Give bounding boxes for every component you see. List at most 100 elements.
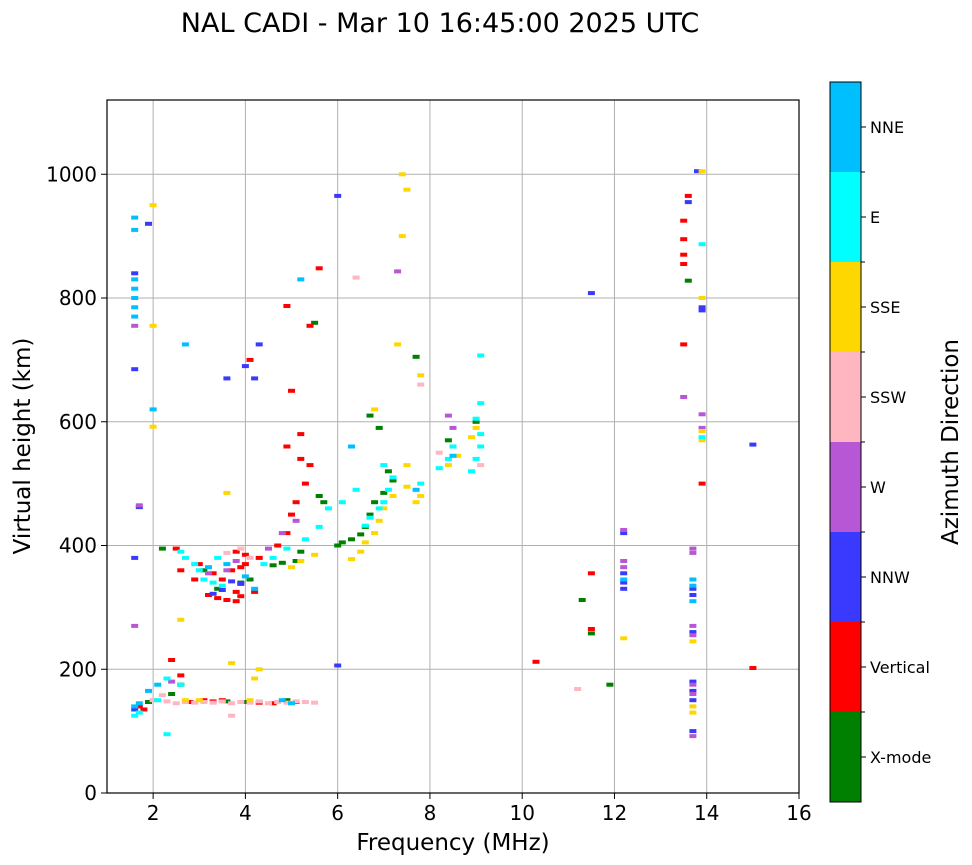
point-ssw — [255, 699, 263, 704]
point-vertical — [255, 555, 263, 560]
point-ssw — [158, 693, 166, 698]
point-e — [449, 444, 457, 449]
point-vertical — [168, 658, 176, 662]
point-sse — [698, 438, 706, 443]
point-sse — [149, 323, 157, 328]
point-e — [191, 562, 199, 567]
point-w — [698, 425, 706, 430]
point-nne — [131, 286, 139, 291]
point-x-mode — [684, 278, 692, 283]
point-sse — [698, 296, 706, 300]
point-vertical — [288, 512, 295, 517]
point-x-mode — [214, 586, 222, 591]
colorbar-label-ssw: SSW — [870, 388, 906, 407]
point-vertical — [283, 304, 291, 308]
point-x-mode — [278, 560, 286, 565]
point-x-mode — [292, 559, 300, 563]
point-x-mode — [223, 699, 231, 704]
point-nnw — [131, 555, 139, 560]
point-nnw — [698, 305, 706, 310]
point-e — [366, 515, 374, 520]
point-nne — [181, 342, 189, 347]
point-ssw — [218, 699, 226, 704]
point-sse — [698, 429, 706, 433]
point-nne — [131, 314, 139, 319]
point-ssw — [209, 700, 217, 705]
point-nnw — [698, 308, 706, 313]
point-vertical — [297, 456, 305, 461]
point-vertical — [237, 565, 245, 570]
point-e — [301, 537, 309, 542]
colorbar-label-vertical: Vertical — [870, 658, 930, 677]
colorbar-swatch-w — [830, 442, 861, 532]
point-sse — [417, 494, 425, 498]
point-e — [468, 469, 475, 474]
point-vertical — [292, 500, 300, 505]
point-e — [163, 676, 171, 681]
point-x-mode — [578, 598, 586, 602]
point-vertical — [232, 599, 240, 604]
point-sse — [311, 552, 319, 557]
point-e — [352, 487, 360, 492]
colorbar-label-w: W — [870, 478, 886, 497]
point-vertical — [680, 218, 688, 223]
point-nnw — [209, 591, 217, 596]
colorbar-label-x-mode: X-mode — [870, 748, 931, 767]
point-ssw — [301, 700, 309, 704]
point-vertical — [587, 571, 595, 576]
point-nne — [149, 407, 157, 412]
point-vertical — [186, 700, 194, 704]
point-w — [394, 269, 402, 274]
point-nnw — [587, 291, 595, 296]
point-sse — [181, 698, 189, 703]
point-nne — [131, 704, 139, 709]
point-e — [477, 444, 485, 449]
point-e — [195, 568, 203, 573]
point-vertical — [749, 666, 757, 670]
grid-lines — [107, 100, 799, 793]
y-tick-label: 1000 — [46, 162, 97, 186]
point-nnw — [131, 367, 139, 372]
point-sse — [620, 636, 628, 641]
point-vertical — [232, 589, 240, 594]
point-vertical — [241, 562, 249, 567]
point-sse — [195, 698, 203, 703]
x-tick-label: 2 — [147, 801, 160, 825]
point-sse — [403, 187, 411, 192]
point-nnw — [689, 679, 697, 684]
point-nne — [251, 586, 259, 591]
colorbar-swatch-e — [830, 172, 861, 262]
point-nnw — [237, 581, 245, 586]
point-sse — [371, 407, 379, 412]
point-sse — [468, 435, 475, 440]
point-e — [417, 481, 425, 486]
point-x-mode — [283, 698, 291, 703]
x-tick-label: 12 — [602, 801, 627, 825]
point-nne — [620, 577, 628, 582]
y-axis: 0 200 400 600 800 1000 — [46, 162, 107, 805]
point-nne — [288, 701, 295, 706]
point-w — [689, 546, 697, 551]
point-sse — [403, 463, 411, 468]
point-ssw — [228, 701, 236, 706]
point-vertical — [140, 707, 148, 712]
point-e — [380, 500, 388, 505]
point-nne — [689, 599, 697, 604]
point-nnw — [689, 593, 697, 597]
point-ssw — [292, 699, 300, 704]
point-sse — [361, 540, 369, 545]
point-x-mode — [246, 577, 254, 582]
point-sse — [417, 373, 425, 378]
point-e — [315, 524, 323, 529]
point-nnw — [218, 588, 226, 592]
point-nne — [135, 701, 143, 706]
point-sse — [412, 500, 420, 505]
point-sse — [380, 506, 388, 511]
point-vertical — [301, 481, 309, 486]
point-nnw — [689, 630, 697, 635]
point-nne — [348, 444, 355, 449]
point-e — [135, 710, 143, 715]
point-nne — [223, 562, 231, 567]
point-x-mode — [297, 549, 305, 554]
point-x-mode — [375, 425, 383, 430]
